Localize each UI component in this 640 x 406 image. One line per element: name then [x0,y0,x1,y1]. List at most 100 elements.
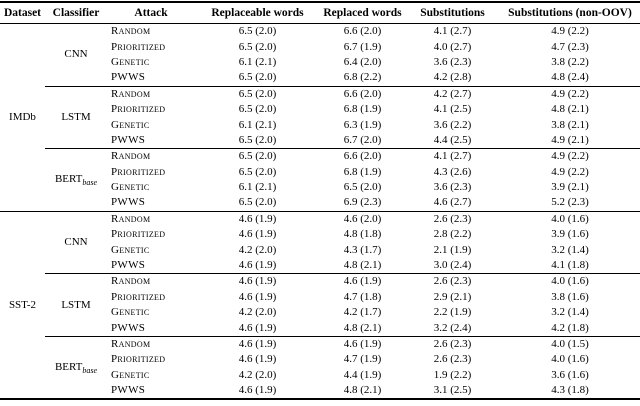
value-cell: 3.2 (1.4) [551,243,589,256]
value-cell: 1.9 (2.2) [433,368,472,381]
value-cell: 6.8 (1.9) [343,103,382,116]
attack-cell: Prioritized [111,353,166,366]
value-cell: 4.3 (1.7) [343,243,382,256]
value-cell: 6.5 (2.0) [343,181,382,194]
col-header-substitutions: Substitutions [420,7,485,19]
value-cell: 2.6 (2.3) [405,335,500,353]
value-cell: 6.5 (2.0) [238,196,277,209]
value-cell: 3.8 (2.2) [551,55,589,68]
table-row: PWWS 6.5 (2.0) 6.8 (2.2) 4.2 (2.8) 4.8 (2.4) [0,70,640,86]
attack-cell: PWWS [111,133,146,146]
value-cell: 5.2 (2.3) [551,196,589,209]
value-cell: 6.5 (2.0) [238,25,277,38]
value-cell: 3.6 (1.6) [551,368,589,381]
attack-cell: Prioritized [111,228,166,241]
value-cell: 4.7 (1.8) [343,290,382,303]
table-row: LSTM Random 6.5 (2.0) 6.6 (2.0) 4.2 (2.7) 4.9… [0,85,640,149]
value-cell: 4.7 (2.3) [551,40,589,53]
value-cell: 6.5 (2.0) [238,71,277,84]
value-cell: 4.7 (1.9) [343,353,382,366]
value-cell: 4.2 (2.0) [238,243,277,256]
value-cell: 4.6 (1.9) [238,290,277,303]
value-cell: 2.6 (2.3) [405,273,500,290]
table-row: Prioritized 6.5 (2.0) 6.8 (1.9) 4.3 (2.6) 4.… [0,165,640,180]
table-row: Genetic 6.1 (2.1) 6.5 (2.0) 3.6 (2.3) 3.9 (2… [0,180,640,195]
classifier-cell: CNN [45,24,107,87]
value-cell: 3.8 (2.1) [551,118,589,131]
value-cell: 2.8 (2.2) [433,228,472,241]
value-cell: 4.1 (2.5) [433,103,472,116]
value-cell: 4.2 (2.7) [405,85,500,102]
dataset-cell: SST-2 [0,210,45,400]
value-cell: 4.6 (2.0) [320,210,405,228]
value-cell: 6.7 (1.9) [343,40,382,53]
value-cell: 3.2 (2.4) [433,321,472,334]
table-row: IMDb CNN Random 6.5 (2.0) 6.6 (2.0) 4.1 (2.7)… [0,24,640,123]
classifier-cell: LSTM [45,273,107,337]
value-cell: 4.6 (1.9) [320,335,405,353]
attack-cell: Random [107,335,195,353]
value-cell: 3.1 (2.5) [433,384,472,397]
value-cell: 4.0 (1.5) [500,335,640,353]
attack-cell: Genetic [111,368,150,381]
value-cell: 4.3 (2.6) [433,165,472,178]
classifier-cell: BERTbase [45,335,107,400]
value-cell: 6.6 (2.0) [320,85,405,102]
value-cell: 4.6 (1.9) [238,321,277,334]
col-header-replaceable-words: Replaceable words [211,7,304,19]
value-cell: 6.8 (1.9) [343,165,382,178]
value-cell: 6.5 (2.0) [195,85,320,102]
value-cell: 6.9 (2.3) [343,196,382,209]
value-cell: 6.7 (2.0) [343,133,382,146]
value-cell: 4.2 (2.8) [433,71,472,84]
value-cell: 4.8 (2.1) [343,384,382,397]
value-cell: 4.4 (2.5) [433,133,472,146]
attack-cell: Genetic [111,118,150,131]
value-cell: 6.5 (2.0) [195,148,320,165]
value-cell: 3.6 (2.3) [433,55,472,68]
value-cell: 4.6 (1.9) [195,210,320,228]
table-row: PWWS 4.6 (1.9) 4.8 (2.1) 3.1 (2.5) 4.3 (1.8) [0,383,640,399]
value-cell: 3.2 (1.4) [551,306,589,319]
classifier-name: BERT [54,361,83,374]
value-cell: 6.1 (2.1) [238,181,277,194]
value-cell: 4.1 (1.8) [551,259,589,272]
table-row: SST-2 CNN Random 4.6 (1.9) 4.6 (2.0) 2.6 (2.3… [0,210,640,400]
value-cell: 4.2 (2.0) [238,368,277,381]
value-cell: 3.6 (2.3) [433,181,472,194]
attack-cell: PWWS [111,321,146,334]
col-header-classifier: Classifier [52,7,100,19]
table-row: PWWS 4.6 (1.9) 4.8 (2.1) 3.0 (2.4) 4.1 (1.8) [0,258,640,274]
value-cell: 4.8 (2.1) [551,103,589,116]
value-cell: 4.8 (2.1) [343,259,382,272]
classifier-name: BERT [54,173,83,186]
attack-cell: PWWS [111,71,146,84]
attack-cell: Random [107,210,195,228]
attack-cell: Prioritized [111,103,166,116]
attack-cell: Random [107,148,195,165]
table-row: Genetic 4.2 (2.0) 4.3 (1.7) 2.1 (1.9) 3.2 (1… [0,242,640,257]
attack-cell: Random [111,25,151,38]
value-cell: 6.5 (2.0) [238,40,277,53]
table-row: BERTbase Random 6.5 (2.0) 6.6 (2.0) 4.1 (2.7… [0,148,640,212]
value-cell: 6.3 (1.9) [343,118,382,131]
value-cell: 4.9 (2.2) [500,148,640,165]
table-row: Prioritized 4.6 (1.9) 4.7 (1.8) 2.9 (2.1) 3.… [0,290,640,305]
value-cell: 6.4 (2.0) [343,55,382,68]
value-cell: 2.6 (2.3) [433,353,472,366]
table-row: Prioritized 4.6 (1.9) 4.7 (1.9) 2.6 (2.3) 4.… [0,352,640,367]
table-row: PWWS 6.5 (2.0) 6.7 (2.0) 4.4 (2.5) 4.9 (2.1) [0,133,640,149]
value-cell: 3.9 (2.1) [551,181,589,194]
value-cell: 4.6 (2.7) [433,196,472,209]
table-row: Prioritized 4.6 (1.9) 4.8 (1.8) 2.8 (2.2) 3.… [0,227,640,242]
value-cell: 4.6 (1.9) [238,353,277,366]
table-row: PWWS 6.5 (2.0) 6.9 (2.3) 4.6 (2.7) 5.2 (2.3) [0,195,640,211]
header-row: Dataset Classifier Attack Replaceable wo… [0,2,640,24]
col-header-substitutions-non-oov: Substitutions (non-OOV) [508,7,632,19]
table-row: Genetic 4.2 (2.0) 4.2 (1.7) 2.2 (1.9) 3.2 (1… [0,305,640,320]
value-cell: 2.2 (1.9) [433,306,472,319]
value-cell: 4.8 (1.8) [343,228,382,241]
classifier-subscript: base [82,366,98,376]
col-header-dataset: Dataset [3,7,42,19]
